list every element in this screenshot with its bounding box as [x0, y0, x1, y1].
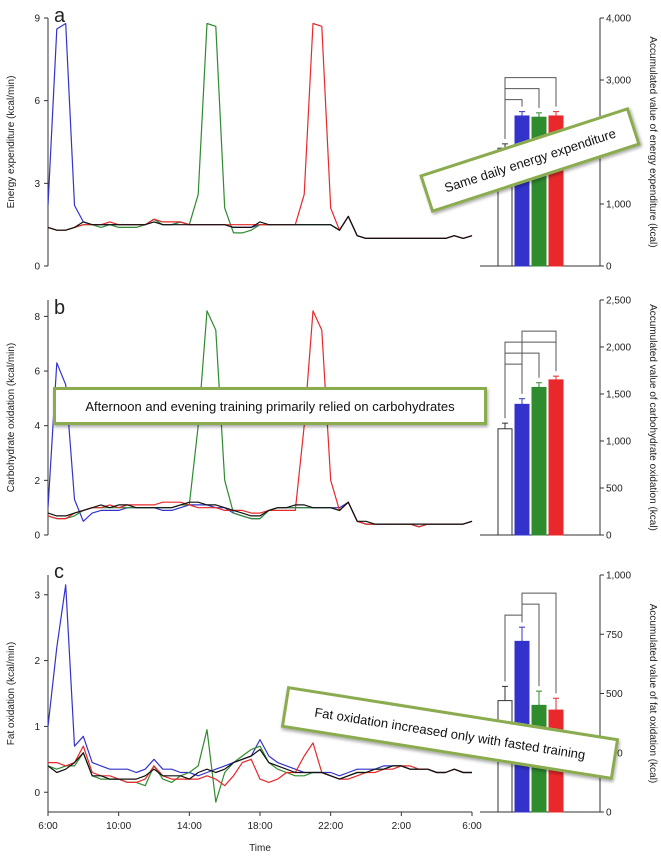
x-tick-label: 6:00 — [462, 821, 482, 832]
x-tick-label: 2:00 — [392, 821, 412, 832]
significance-bracket-b — [521, 330, 557, 394]
x-axis-title: Time — [249, 843, 271, 854]
left-axis-title-c: Fat oxidation (kcal/min) — [6, 642, 17, 745]
bar-blue-a — [514, 115, 530, 267]
left-tick-label: 2 — [34, 656, 40, 667]
right-axis-title-b: Accumulated value of carbohydrate oxidat… — [647, 304, 658, 531]
significance-bracket-c — [521, 592, 557, 694]
x-tick-label: 18:00 — [247, 821, 272, 832]
series-line-red-a — [47, 22, 473, 239]
left-tick-label: 0 — [34, 262, 40, 273]
right-tick-label: 500 — [606, 484, 623, 495]
left-tick-label: 0 — [34, 531, 40, 542]
right-tick-label: 0 — [606, 808, 612, 819]
x-tick-label: 22:00 — [318, 821, 343, 832]
bar-green-b — [531, 386, 547, 536]
left-tick-label: 3 — [34, 179, 40, 190]
left-tick-label: 0 — [34, 788, 40, 799]
bar-red-b — [548, 379, 564, 536]
right-tick-label: 0 — [606, 531, 612, 542]
series-line-green-a — [47, 22, 473, 239]
right-tick-label: 0 — [606, 262, 612, 273]
series-line-black-b — [47, 501, 473, 525]
right-tick-label: 2,000 — [606, 343, 631, 354]
left-tick-label: 6 — [34, 96, 40, 107]
left-tick-label: 3 — [34, 590, 40, 601]
right-tick-label: 3,000 — [606, 76, 631, 87]
series-line-black-c — [47, 748, 472, 780]
x-tick-label: 14:00 — [177, 821, 202, 832]
panel-letter-a: a — [54, 5, 66, 27]
left-tick-label: 4 — [34, 421, 40, 432]
left-tick-label: 1 — [34, 722, 40, 733]
panel-letter-c: c — [54, 561, 64, 583]
x-tick-label: 6:00 — [38, 821, 58, 832]
series-line-black-a — [47, 215, 473, 239]
bar-white-b — [497, 428, 513, 536]
left-tick-label: 8 — [34, 312, 40, 323]
significance-bracket-a — [504, 77, 557, 139]
left-tick-label: 9 — [34, 14, 40, 25]
right-tick-label: 4,000 — [606, 14, 631, 25]
series-line-blue-a — [47, 22, 473, 239]
left-axis-title-b: Carbohydrate oxidation (kcal/min) — [6, 343, 17, 493]
right-tick-label: 500 — [606, 689, 623, 700]
right-axis-title-c: Accumulated value of fat oxidation (kcal… — [647, 604, 658, 784]
right-tick-label: 750 — [606, 630, 623, 641]
right-tick-label: 2,500 — [606, 296, 631, 307]
left-axis-title-a: Energy expenditure (kcal/min) — [6, 76, 17, 209]
right-tick-label: 1,000 — [606, 200, 631, 211]
panel-letter-b: b — [54, 297, 65, 319]
right-tick-label: 1,000 — [606, 571, 631, 582]
right-axis-title-a: Accumulated value of energy expenditure … — [647, 36, 658, 247]
right-tick-label: 1,000 — [606, 437, 631, 448]
left-tick-label: 6 — [34, 367, 40, 378]
right-tick-label: 1,500 — [606, 390, 631, 401]
callout-carbohydrate: Afternoon and evening training primarily… — [53, 387, 487, 425]
x-tick-label: 10:00 — [106, 821, 131, 832]
left-tick-label: 2 — [34, 476, 40, 487]
bar-blue-b — [514, 403, 530, 536]
